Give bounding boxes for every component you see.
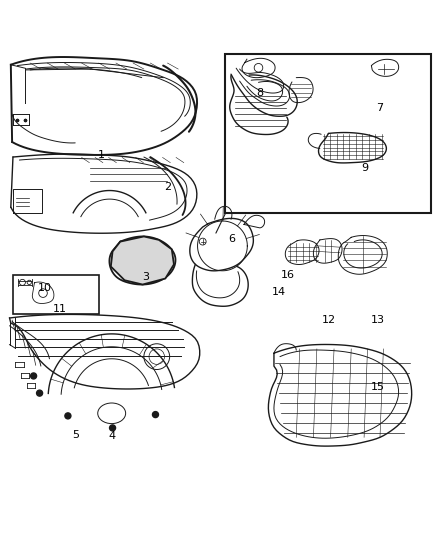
Text: 15: 15 xyxy=(371,382,385,392)
Bar xyxy=(226,54,431,213)
Text: 7: 7 xyxy=(376,103,384,112)
Circle shape xyxy=(31,373,37,379)
Text: 16: 16 xyxy=(281,270,295,280)
Text: 11: 11 xyxy=(53,304,67,314)
Polygon shape xyxy=(111,237,174,285)
Text: 12: 12 xyxy=(321,315,336,325)
Text: 4: 4 xyxy=(108,431,115,441)
Text: 10: 10 xyxy=(38,283,52,293)
Text: 14: 14 xyxy=(272,287,286,297)
Text: 9: 9 xyxy=(361,163,368,173)
Text: 5: 5 xyxy=(72,430,79,440)
Text: 13: 13 xyxy=(371,315,385,325)
Text: 2: 2 xyxy=(164,182,171,192)
Circle shape xyxy=(152,411,159,417)
Text: 6: 6 xyxy=(228,233,235,244)
Circle shape xyxy=(65,413,71,419)
Circle shape xyxy=(110,425,116,431)
Text: 3: 3 xyxy=(142,272,149,282)
Circle shape xyxy=(37,390,42,396)
Text: 8: 8 xyxy=(256,87,263,98)
Bar xyxy=(13,275,99,314)
Text: 1: 1 xyxy=(98,150,104,160)
